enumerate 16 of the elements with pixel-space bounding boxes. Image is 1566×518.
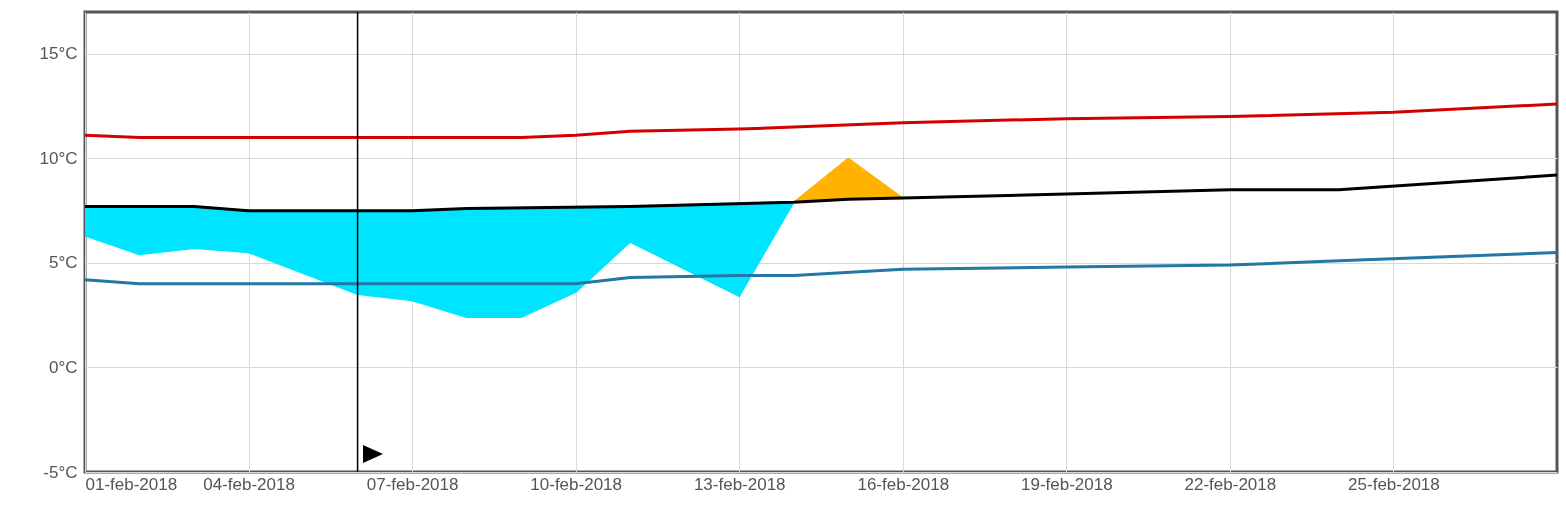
x-tick-label: 19-feb-2018 xyxy=(1020,474,1113,494)
y-tick-label: -5°C xyxy=(43,462,78,482)
x-tick-label: 01-feb-2018 xyxy=(85,474,178,494)
x-tick-label: 07-feb-2018 xyxy=(366,474,459,494)
x-tick-label: 10-feb-2018 xyxy=(530,474,623,494)
x-tick-label: 25-feb-2018 xyxy=(1348,474,1440,494)
y-tick-label: 10°C xyxy=(39,148,78,168)
x-tick-label: 04-feb-2018 xyxy=(203,474,295,494)
x-tick-label: 13-feb-2018 xyxy=(693,474,786,494)
line-series xyxy=(83,250,1559,286)
x-tick-label: 22-feb-2018 xyxy=(1184,474,1277,494)
y-tick-label: 15°C xyxy=(39,44,78,64)
x-tick-label: 16-feb-2018 xyxy=(857,474,950,494)
y-tick-label: 0°C xyxy=(48,357,78,377)
line-series xyxy=(83,102,1559,139)
y-tick-label: 5°C xyxy=(48,253,78,273)
